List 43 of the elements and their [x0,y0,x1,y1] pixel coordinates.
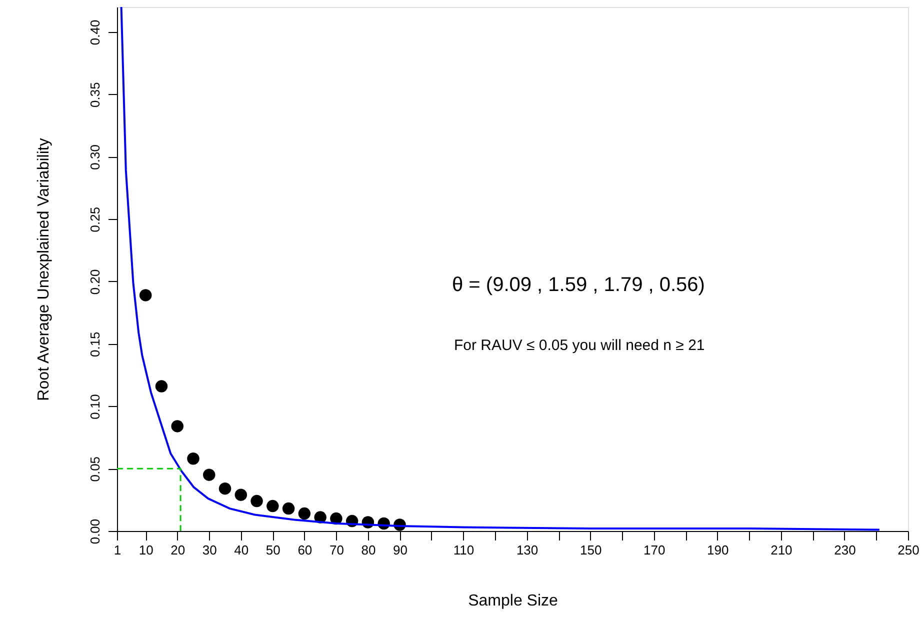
x-tick-label: 210 [770,542,792,558]
x-tick-label: 250 [898,542,920,558]
x-axis-title: Sample Size [468,592,558,610]
y-tick-label: 0.20 [88,269,102,295]
x-tick-label: 20 [170,542,186,558]
point [187,452,200,465]
x-tick-label: 40 [234,542,249,558]
x-tick-label: 110 [453,542,474,558]
y-tick-label: 0.10 [88,394,102,420]
y-tick-label: 0.35 [88,82,102,108]
point [218,482,232,495]
point [234,488,248,501]
x-tick-label: 230 [834,542,856,558]
x-tick-label: 60 [298,542,312,558]
y-axis-title: Root Average Unexplained Variability [36,138,52,401]
point [266,500,279,512]
point [139,289,152,302]
y-tick-label: 0.15 [88,332,102,358]
point [282,502,295,515]
x-tick-label: 190 [707,542,729,558]
x-tick-label: 130 [516,542,538,558]
x-tick-label: 150 [580,542,602,558]
x-tick-label: 1 [114,542,122,558]
point [203,468,216,481]
x-tick-label: 50 [266,542,280,558]
point [298,507,311,520]
x-tick-label: 170 [644,542,666,558]
y-tick-label: 0.00 [88,518,102,544]
y-tick-label: 0.05 [88,456,102,482]
x-tick-label: 90 [392,542,408,558]
y-tick-label: 0.25 [88,206,102,232]
line-series [120,7,880,531]
x-tick-label: 80 [361,542,376,558]
point [155,380,168,392]
y-tick-label: 0.30 [88,144,102,170]
x-tick-label: 70 [329,542,344,558]
annotation: θ = (9.09 , 1.59 , 1.79 , 0.56) [452,274,705,296]
x-tick-label: 30 [202,542,217,558]
point [250,494,263,508]
annotation: For RAUV ≤ 0.05 you will need n ≥ 21 [454,337,705,354]
point [171,420,184,432]
x-tick-label: 10 [138,542,154,558]
y-tick-label: 0.40 [88,20,102,46]
